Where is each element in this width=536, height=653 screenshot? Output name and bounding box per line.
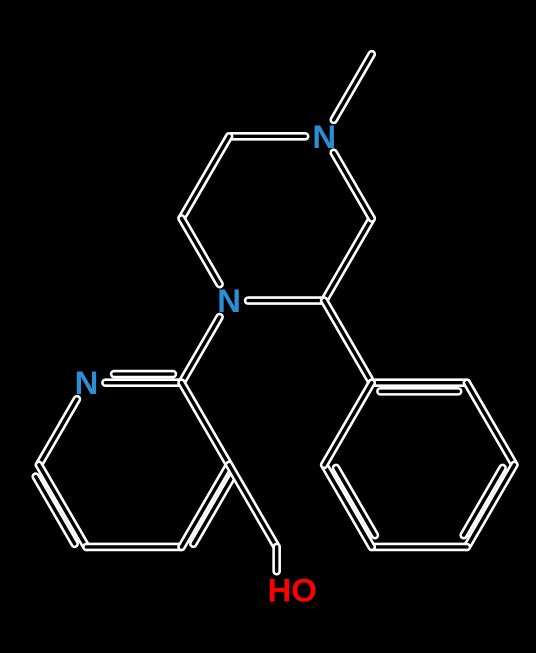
atom-label-O21: HO xyxy=(268,572,317,609)
atom-label-N1: N xyxy=(217,282,241,319)
molecule-diagram: N N N HO xyxy=(0,0,536,653)
atom-label-N4: N xyxy=(312,118,336,155)
atom-label-N15: N xyxy=(75,364,99,401)
